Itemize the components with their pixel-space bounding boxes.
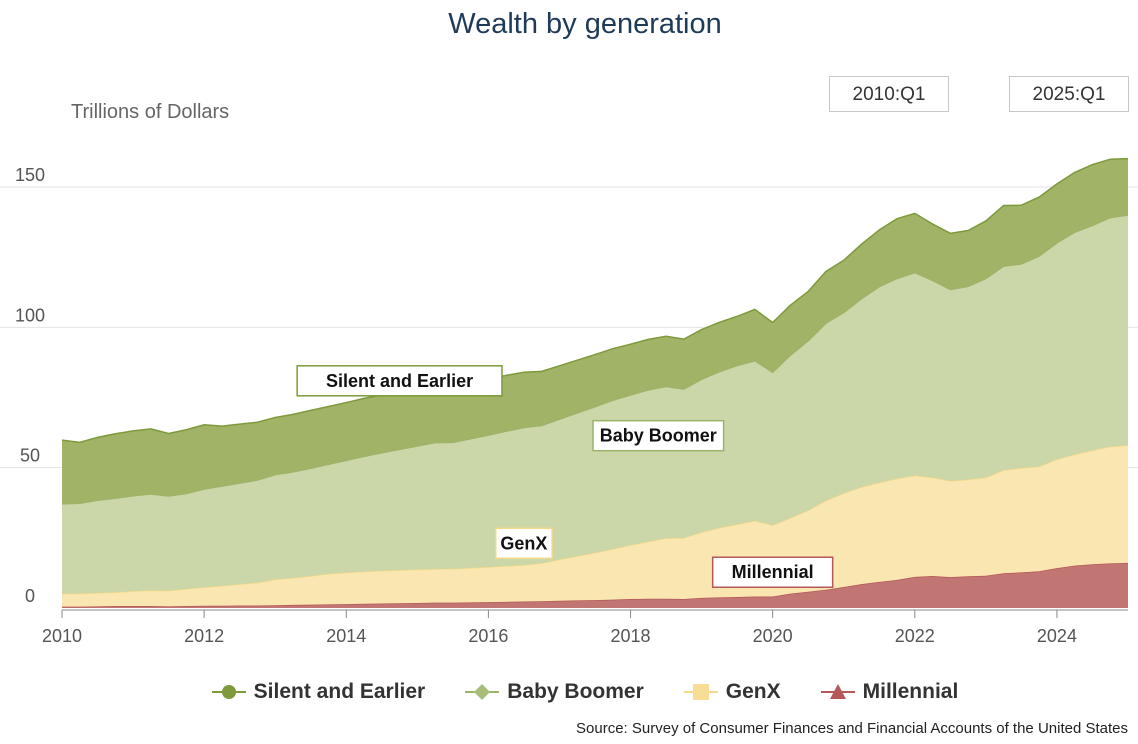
x-tick-label: 2024 <box>1037 626 1077 646</box>
y-tick-label: 150 <box>15 165 45 185</box>
series-line <box>61 157 1129 444</box>
source-note: Source: Survey of Consumer Finances and … <box>576 720 1128 737</box>
y-tick-label: 50 <box>20 446 40 466</box>
range-end-input[interactable]: 2025:Q1 <box>1009 76 1129 112</box>
legend-item-silent[interactable]: Silent and Earlier <box>211 680 426 704</box>
legend-item-genx[interactable]: GenX <box>683 680 781 704</box>
chart-title: Wealth by generation <box>448 8 722 40</box>
legend-label: Silent and Earlier <box>253 680 426 703</box>
area-millennial <box>62 562 1128 608</box>
y-tick-label: 100 <box>15 305 45 325</box>
square-marker-icon <box>683 684 718 700</box>
annotation-label: Baby Boomer <box>600 426 717 446</box>
x-tick-label: 2014 <box>326 626 366 646</box>
x-tick-label: 2016 <box>468 626 508 646</box>
x-tick-label: 2010 <box>42 626 82 646</box>
annotation-label: GenX <box>500 533 547 553</box>
annotation-label: Silent and Earlier <box>326 371 473 391</box>
stacked-area-chart: 0 50 100 150 2010 2012 2014 2016 2018 2020 2022 202… <box>0 157 1138 646</box>
x-tick-label: 2012 <box>184 626 224 646</box>
annotation-box <box>592 419 725 452</box>
legend-item-boomer[interactable]: Baby Boomer <box>465 680 644 704</box>
y-axis-label: Trillions of Dollars <box>71 101 230 123</box>
annotation-box <box>494 527 553 560</box>
triangle-marker-icon <box>820 684 855 699</box>
annotation-label: Millennial <box>732 562 814 582</box>
x-tick-label: 2020 <box>753 626 793 646</box>
x-tick-label: 2022 <box>895 626 935 646</box>
annotation-box <box>296 365 503 397</box>
annotation-box <box>711 556 834 588</box>
y-tick-label: 0 <box>25 586 35 606</box>
circle-marker-icon <box>211 685 246 699</box>
range-start-input[interactable]: 2010:Q1 <box>829 76 949 112</box>
legend-label: Baby Boomer <box>507 680 644 703</box>
area-baby-boomer <box>62 215 1128 594</box>
legend-label: GenX <box>725 680 781 703</box>
legend-item-millennial[interactable]: Millennial <box>820 680 959 704</box>
legend-label: Millennial <box>862 680 959 703</box>
area-genx <box>62 445 1128 607</box>
legend: Silent and Earlier Baby Boomer GenX Mill… <box>0 680 1138 704</box>
x-tick-label: 2018 <box>611 626 651 646</box>
diamond-marker-icon <box>465 684 500 700</box>
